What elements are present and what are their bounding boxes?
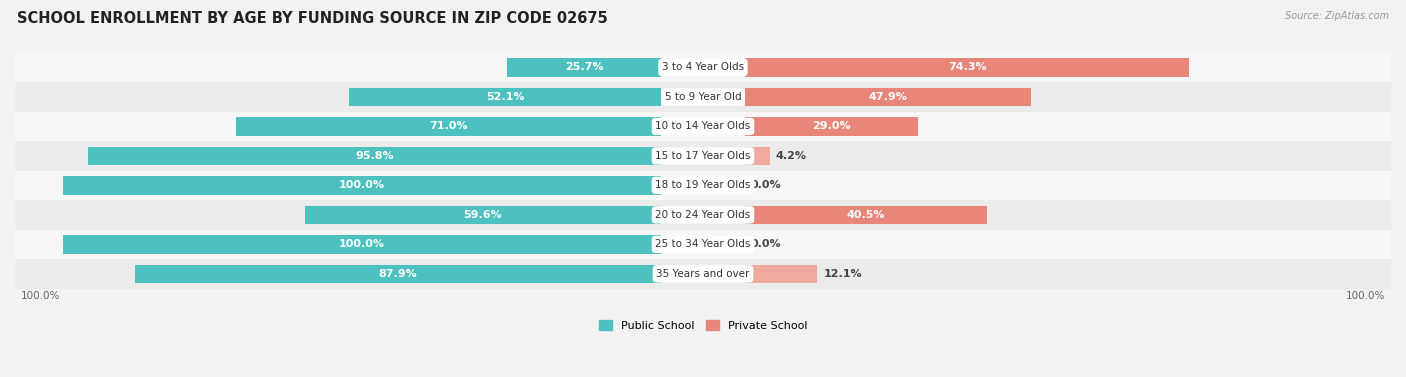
Text: 25 to 34 Year Olds: 25 to 34 Year Olds: [655, 239, 751, 249]
Text: 18 to 19 Year Olds: 18 to 19 Year Olds: [655, 181, 751, 190]
Bar: [745, 265, 817, 283]
Text: 20 to 24 Year Olds: 20 to 24 Year Olds: [655, 210, 751, 220]
Bar: [745, 147, 770, 165]
Text: 47.9%: 47.9%: [869, 92, 908, 102]
Text: 71.0%: 71.0%: [429, 121, 468, 132]
Text: 100.0%: 100.0%: [339, 239, 385, 249]
Bar: [15, 112, 1391, 141]
Text: 87.9%: 87.9%: [378, 269, 418, 279]
Bar: [15, 200, 1391, 230]
Text: 25.7%: 25.7%: [565, 63, 603, 72]
Text: 10 to 14 Year Olds: 10 to 14 Year Olds: [655, 121, 751, 132]
Bar: [508, 58, 661, 77]
Bar: [745, 117, 918, 136]
Text: 95.8%: 95.8%: [356, 151, 394, 161]
Bar: [63, 235, 661, 253]
Bar: [745, 88, 1032, 106]
Bar: [236, 117, 661, 136]
Text: 100.0%: 100.0%: [339, 181, 385, 190]
Text: SCHOOL ENROLLMENT BY AGE BY FUNDING SOURCE IN ZIP CODE 02675: SCHOOL ENROLLMENT BY AGE BY FUNDING SOUR…: [17, 11, 607, 26]
Text: 15 to 17 Year Olds: 15 to 17 Year Olds: [655, 151, 751, 161]
Bar: [135, 265, 661, 283]
Text: 100.0%: 100.0%: [1346, 291, 1385, 301]
Text: 0.0%: 0.0%: [751, 181, 782, 190]
Bar: [15, 141, 1391, 171]
Bar: [15, 230, 1391, 259]
Bar: [745, 206, 987, 224]
Text: 5 to 9 Year Old: 5 to 9 Year Old: [665, 92, 741, 102]
Text: 4.2%: 4.2%: [776, 151, 807, 161]
Bar: [745, 58, 1189, 77]
Text: Source: ZipAtlas.com: Source: ZipAtlas.com: [1285, 11, 1389, 21]
Legend: Public School, Private School: Public School, Private School: [595, 315, 811, 335]
Bar: [15, 53, 1391, 82]
Bar: [305, 206, 661, 224]
Bar: [350, 88, 661, 106]
Text: 12.1%: 12.1%: [824, 269, 862, 279]
Bar: [15, 82, 1391, 112]
Text: 52.1%: 52.1%: [486, 92, 524, 102]
Text: 100.0%: 100.0%: [21, 291, 60, 301]
Bar: [15, 259, 1391, 289]
Text: 3 to 4 Year Olds: 3 to 4 Year Olds: [662, 63, 744, 72]
Text: 74.3%: 74.3%: [948, 63, 987, 72]
Text: 59.6%: 59.6%: [464, 210, 502, 220]
Text: 0.0%: 0.0%: [751, 239, 782, 249]
Bar: [89, 147, 661, 165]
Text: 29.0%: 29.0%: [813, 121, 851, 132]
Bar: [63, 176, 661, 195]
Text: 35 Years and over: 35 Years and over: [657, 269, 749, 279]
Bar: [15, 171, 1391, 200]
Text: 40.5%: 40.5%: [846, 210, 886, 220]
